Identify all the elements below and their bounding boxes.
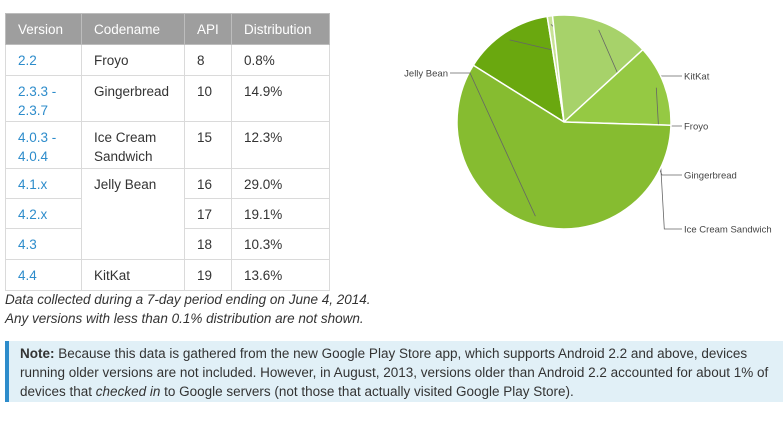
distribution-cell: 29.0% xyxy=(231,168,330,199)
note-text-end: to Google servers (not those that actual… xyxy=(160,384,574,399)
distribution-cell: 14.9% xyxy=(231,75,330,122)
api-cell: 18 xyxy=(184,228,232,260)
table-row: 2.3.3 - 2.3.7 Gingerbread 10 14.9% xyxy=(5,75,330,122)
codename-cell: Jelly Bean xyxy=(81,168,185,260)
table-header-row: Version Codename API Distribution xyxy=(5,13,330,45)
distribution-cell: 10.3% xyxy=(231,228,330,260)
distribution-cell: 13.6% xyxy=(231,259,330,291)
codename-cell: KitKat xyxy=(81,259,185,291)
slice-label: Froyo xyxy=(684,122,708,133)
table-row: 4.4 KitKat 19 13.6% xyxy=(5,259,330,291)
distribution-pie-chart: KitKat Froyo Gingerbread Ice Cream Sandwich… xyxy=(404,14,772,236)
slice-label: KitKat xyxy=(684,72,710,83)
footnote-line-2: Any versions with less than 0.1% distrib… xyxy=(5,311,364,326)
codename-cell: Gingerbread xyxy=(81,75,185,122)
table-row: 4.1.x Jelly Bean 16 29.0% xyxy=(5,168,330,260)
api-cell: 10 xyxy=(184,75,232,122)
table-row: 4.3 18 10.3% xyxy=(5,228,330,260)
table-row: 4.0.3 - 4.0.4 Ice Cream Sandwich 15 12.3… xyxy=(5,121,330,169)
slice-label: Gingerbread xyxy=(684,171,737,182)
note-box: Note: Because this data is gathered from… xyxy=(5,341,783,402)
slice-label: Ice Cream Sandwich xyxy=(684,225,772,236)
distribution-table: Version Codename API Distribution 2.2 Fr… xyxy=(5,13,330,291)
pie-slice-ice-cream-sandwich xyxy=(562,48,672,127)
note-emphasis: checked in xyxy=(95,384,161,399)
version-cell: 4.2.x xyxy=(5,198,82,229)
version-cell: 4.0.3 - 4.0.4 xyxy=(5,121,82,169)
api-cell: 16 xyxy=(184,168,232,199)
pie-slice-gingerbread xyxy=(551,14,644,124)
footnote-line-1: Data collected during a 7-day period end… xyxy=(5,292,371,307)
slice-label: Jelly Bean xyxy=(404,69,448,80)
api-cell: 8 xyxy=(184,44,232,76)
codename-cell: Ice Cream Sandwich xyxy=(81,121,185,169)
note-text: Because this data is gathered from the n… xyxy=(20,346,769,399)
distribution-cell: 12.3% xyxy=(231,121,330,169)
note-label: Note: xyxy=(20,346,55,361)
table-row: 2.2 Froyo 8 0.8% xyxy=(5,44,330,76)
header-version: Version xyxy=(5,13,82,45)
pie-slice-kitkat xyxy=(472,15,565,124)
codename-cell: Froyo xyxy=(81,44,185,76)
pie-slice-jelly-bean xyxy=(456,64,672,230)
version-cell: 4.4 xyxy=(5,259,82,291)
version-cell: 2.3.3 - 2.3.7 xyxy=(5,75,82,122)
footnote: Data collected during a 7-day period end… xyxy=(5,290,371,328)
leader-line xyxy=(450,72,536,217)
version-cell: 2.2 xyxy=(5,44,82,76)
header-distribution: Distribution xyxy=(231,13,330,45)
